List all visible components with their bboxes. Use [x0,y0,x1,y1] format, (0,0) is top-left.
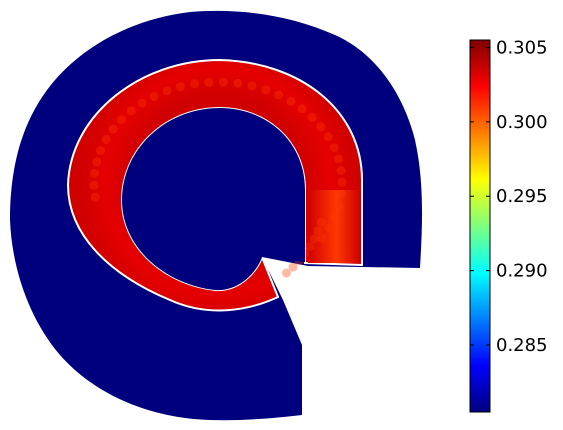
colorbar-gradient [470,40,490,412]
ring-spot [307,112,317,122]
ring-channel-region [68,60,362,311]
ring-spot [92,157,102,167]
ring-leg-shading [308,190,360,263]
ring-spot [316,217,326,227]
ring-spot [247,81,257,91]
ring-spot [204,77,214,87]
ring-spot [337,177,347,187]
ring-spot [336,189,346,199]
ring-spot [334,201,344,211]
ring-spot [309,234,319,244]
colorbar-tick-label: 0.290 [496,261,548,282]
ring-spot [101,135,111,144]
ring-spot [313,226,323,236]
ring-spot [282,268,291,278]
colorbar-frame [469,39,491,413]
ring-spot [190,79,200,89]
ring-spot [305,242,315,251]
inner-domain-region [122,108,305,291]
ring-dark-spots [89,77,347,278]
ring-spot [176,82,185,92]
ring-spot [329,143,339,153]
ring-spot [117,115,126,125]
colorbar-tick-label: 0.300 [496,112,548,133]
colorbar-ticks: 0.285 0.290 0.295 0.300 0.305 [470,37,548,356]
ring-spot [96,146,106,155]
colorbar-tick-label: 0.305 [496,37,548,58]
ring-spot [286,96,296,106]
ring-spot [218,77,228,87]
colorbar-tick-label: 0.285 [496,335,548,356]
ring-spot [108,124,118,134]
ring-spot [316,122,326,132]
ring-spot [274,90,284,100]
ring-spot [297,104,307,114]
ring-spot [149,91,159,101]
ring-spot [333,154,343,164]
ring-spot [90,169,100,178]
ring-spot [233,78,243,88]
ring-spot [90,192,100,202]
ring-spot [126,106,136,116]
colorbar-tick-label: 0.295 [496,186,548,207]
ring-spot [288,262,298,272]
ring-spot [137,98,147,108]
ring-spot [317,233,327,243]
colorbar: 0.285 0.290 0.295 0.300 0.305 [469,37,548,413]
ring-spot [324,223,334,233]
ring-spot [162,86,172,96]
ring-spot [330,212,340,222]
ring-spot [89,180,99,190]
ring-spot [323,132,333,142]
ring-spot [261,85,271,95]
ring-spot [336,166,346,175]
